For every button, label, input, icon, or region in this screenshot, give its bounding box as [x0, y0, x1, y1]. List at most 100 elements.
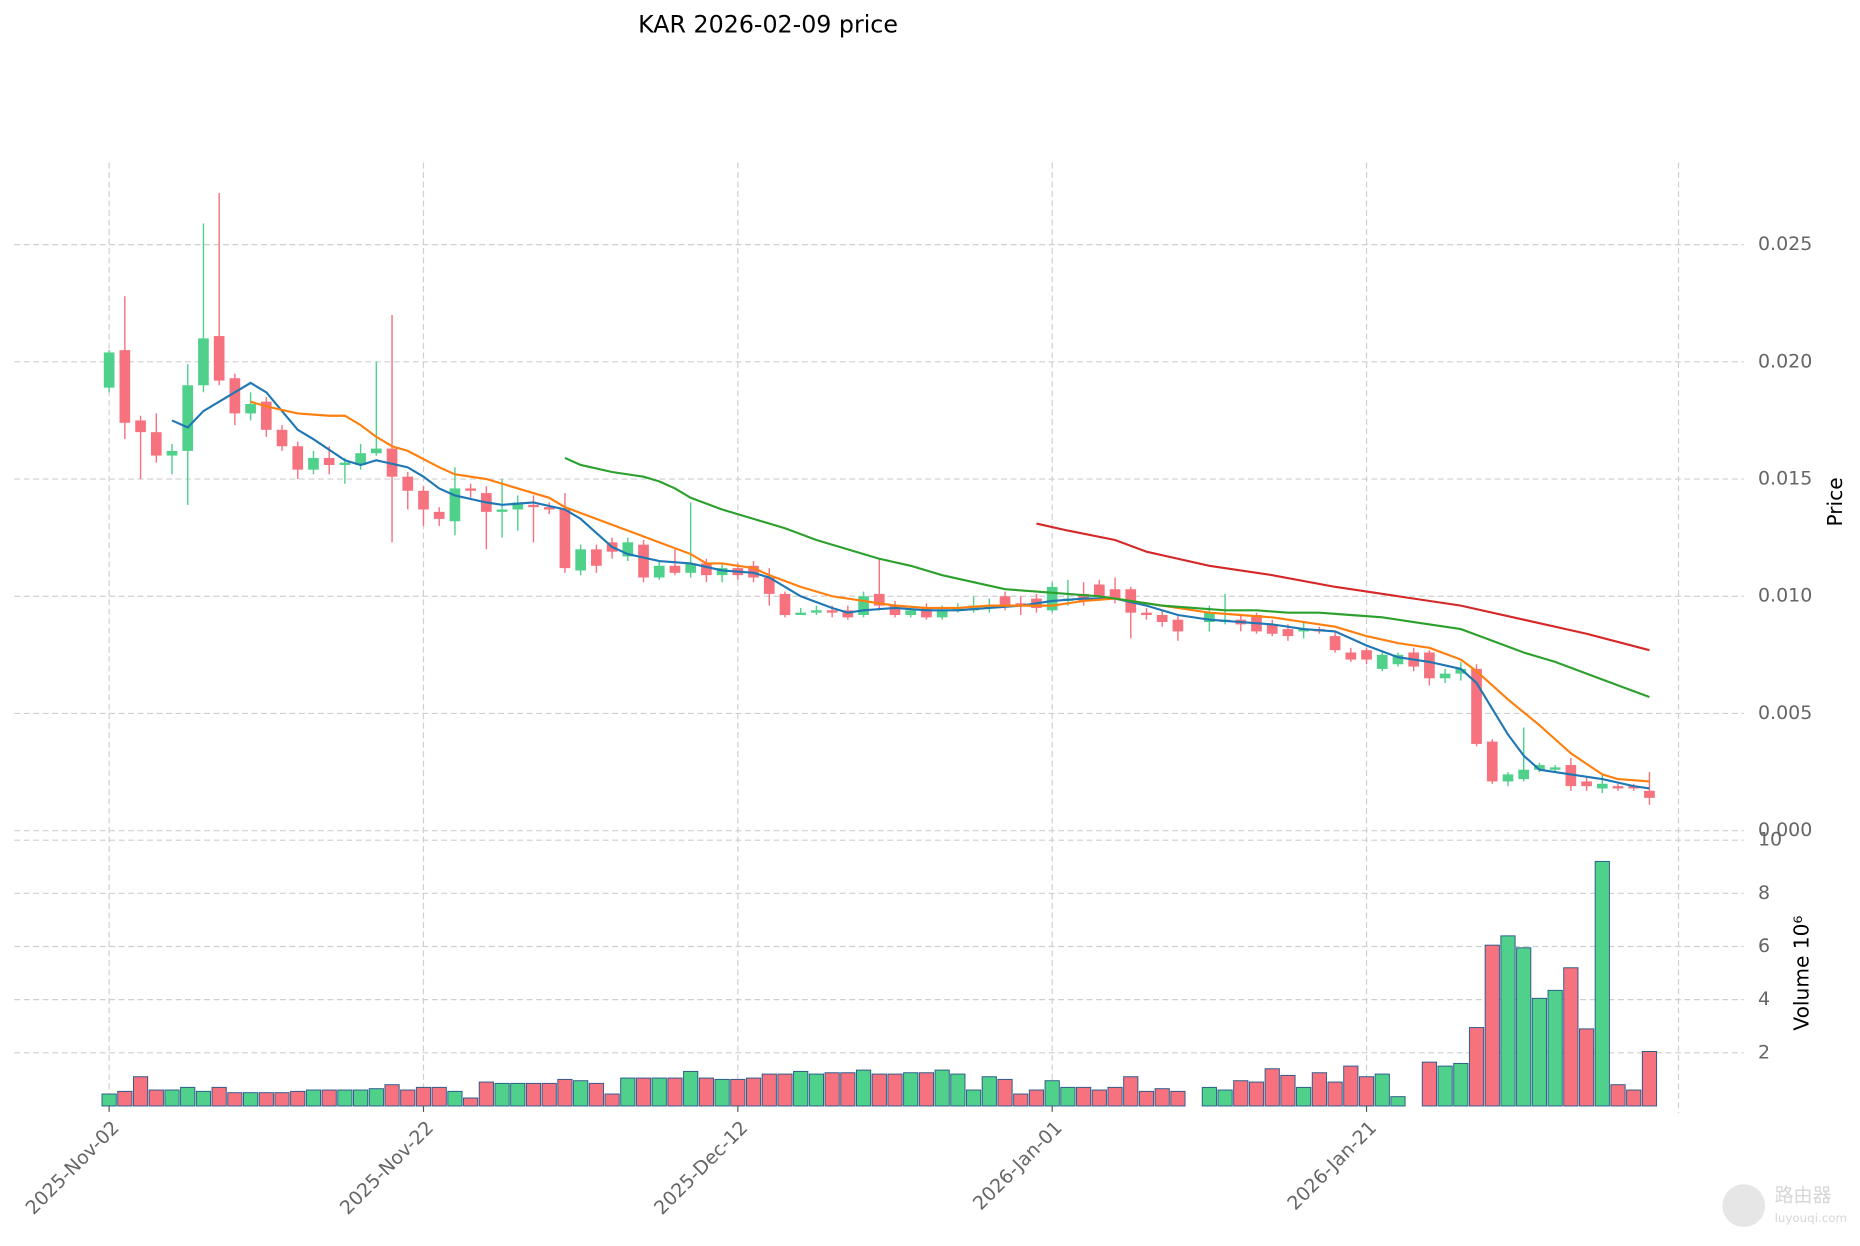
- candle-body: [1109, 589, 1121, 599]
- volume-bar: [1484, 944, 1500, 1107]
- volume-bar: [1107, 1086, 1123, 1107]
- candle-body: [1628, 786, 1640, 789]
- candle-body: [889, 605, 901, 616]
- volume-bar: [463, 1097, 479, 1107]
- volume-bar: [793, 1070, 809, 1107]
- candle-body: [1534, 765, 1545, 770]
- candle-body: [1093, 584, 1105, 597]
- x-tick-label: 2025-Dec-12: [650, 1117, 752, 1219]
- candle-body: [1502, 774, 1514, 782]
- candle-body: [213, 336, 225, 381]
- candle-body: [1581, 781, 1592, 787]
- volume-bar: [761, 1073, 777, 1107]
- moving-average-line: [564, 456, 1650, 699]
- volume-bar: [1358, 1076, 1375, 1107]
- candle-body: [103, 352, 115, 388]
- candle-body: [1204, 612, 1215, 623]
- candle-body: [1424, 652, 1435, 679]
- candle-body: [638, 544, 649, 578]
- volume-bar: [321, 1089, 337, 1107]
- candle-body: [669, 565, 681, 573]
- candle-body: [150, 432, 162, 456]
- volume-bar: [1217, 1089, 1233, 1107]
- volume-bar: [1233, 1080, 1249, 1107]
- volume-tick-label: 2: [1758, 1041, 1770, 1063]
- volume-bar: [337, 1089, 353, 1107]
- candle-body: [591, 549, 602, 566]
- y-tick-label: 0.025: [1758, 233, 1812, 255]
- candle-body: [983, 605, 995, 608]
- candle-body: [1439, 673, 1451, 679]
- candle-body: [936, 610, 948, 618]
- y-tick-label: 0.000: [1758, 819, 1812, 841]
- candle-body: [1518, 769, 1530, 780]
- volume-bar: [1343, 1065, 1359, 1107]
- volume-bar: [588, 1082, 604, 1107]
- volume-bar: [242, 1092, 259, 1107]
- moving-average-line: [250, 400, 1650, 783]
- volume-bar: [290, 1090, 306, 1107]
- volume-bar: [1327, 1081, 1343, 1107]
- volume-bar: [714, 1078, 730, 1107]
- volume-bar: [1248, 1081, 1265, 1107]
- volume-bar: [1374, 1073, 1390, 1107]
- candle-body: [1471, 668, 1482, 744]
- candle-body: [1565, 765, 1577, 787]
- volume-bar: [431, 1086, 447, 1107]
- volume-bar: [981, 1076, 997, 1107]
- candle-body: [999, 596, 1011, 606]
- candle-body: [355, 453, 366, 465]
- volume-bar: [620, 1077, 636, 1107]
- volume-bar: [918, 1072, 935, 1107]
- candle-body: [433, 511, 445, 519]
- candle-body: [292, 446, 304, 470]
- candle-body: [1376, 654, 1388, 669]
- volume-bar: [510, 1082, 526, 1107]
- candle-body: [1172, 619, 1184, 632]
- candle-body: [716, 568, 728, 576]
- volume-bar: [1610, 1084, 1626, 1107]
- volume-bar: [1500, 935, 1516, 1107]
- volume-bar: [1044, 1080, 1060, 1107]
- volume-bar: [1028, 1089, 1045, 1107]
- volume-tick-label: 10: [1758, 829, 1782, 851]
- volume-bar: [573, 1080, 589, 1107]
- volume-bar: [353, 1089, 369, 1107]
- y-tick-label: 0.020: [1758, 350, 1812, 372]
- candle-body: [260, 401, 272, 430]
- candle-body: [182, 385, 194, 451]
- candle-body: [748, 565, 759, 578]
- volume-bar: [211, 1086, 227, 1107]
- candle-body: [528, 504, 539, 508]
- candle-body: [795, 612, 807, 616]
- volume-bar: [1531, 997, 1548, 1107]
- volume-bar: [525, 1082, 542, 1107]
- candle-body: [1361, 650, 1372, 660]
- candle-body: [543, 507, 555, 510]
- candle-body: [1156, 615, 1168, 623]
- volume-bar: [557, 1078, 573, 1107]
- volume-bar: [698, 1077, 714, 1107]
- candle-body: [1046, 586, 1058, 611]
- candle-body: [1141, 612, 1152, 616]
- candle-body: [1612, 786, 1624, 789]
- volume-bar: [887, 1073, 903, 1107]
- volume-tick-label: 8: [1758, 882, 1770, 904]
- y-tick-label: 0.015: [1758, 468, 1812, 490]
- candle-body: [1345, 652, 1357, 660]
- volume-bar: [132, 1076, 149, 1107]
- volume-bar: [1076, 1086, 1092, 1107]
- x-tick-label: 2025-Nov-22: [336, 1117, 438, 1219]
- volume-tick-label: 6: [1758, 935, 1770, 957]
- volume-bar: [1390, 1096, 1406, 1107]
- candle-body: [386, 448, 398, 477]
- candle-body: [826, 610, 838, 613]
- volume-bar: [494, 1082, 510, 1107]
- volume-bar: [117, 1090, 133, 1107]
- volume-bar: [368, 1088, 384, 1107]
- x-tick-label: 2026-Jan-21: [1283, 1117, 1381, 1215]
- volume-bar: [1170, 1090, 1186, 1107]
- candle-body: [496, 509, 508, 512]
- volume-bar: [1563, 967, 1579, 1107]
